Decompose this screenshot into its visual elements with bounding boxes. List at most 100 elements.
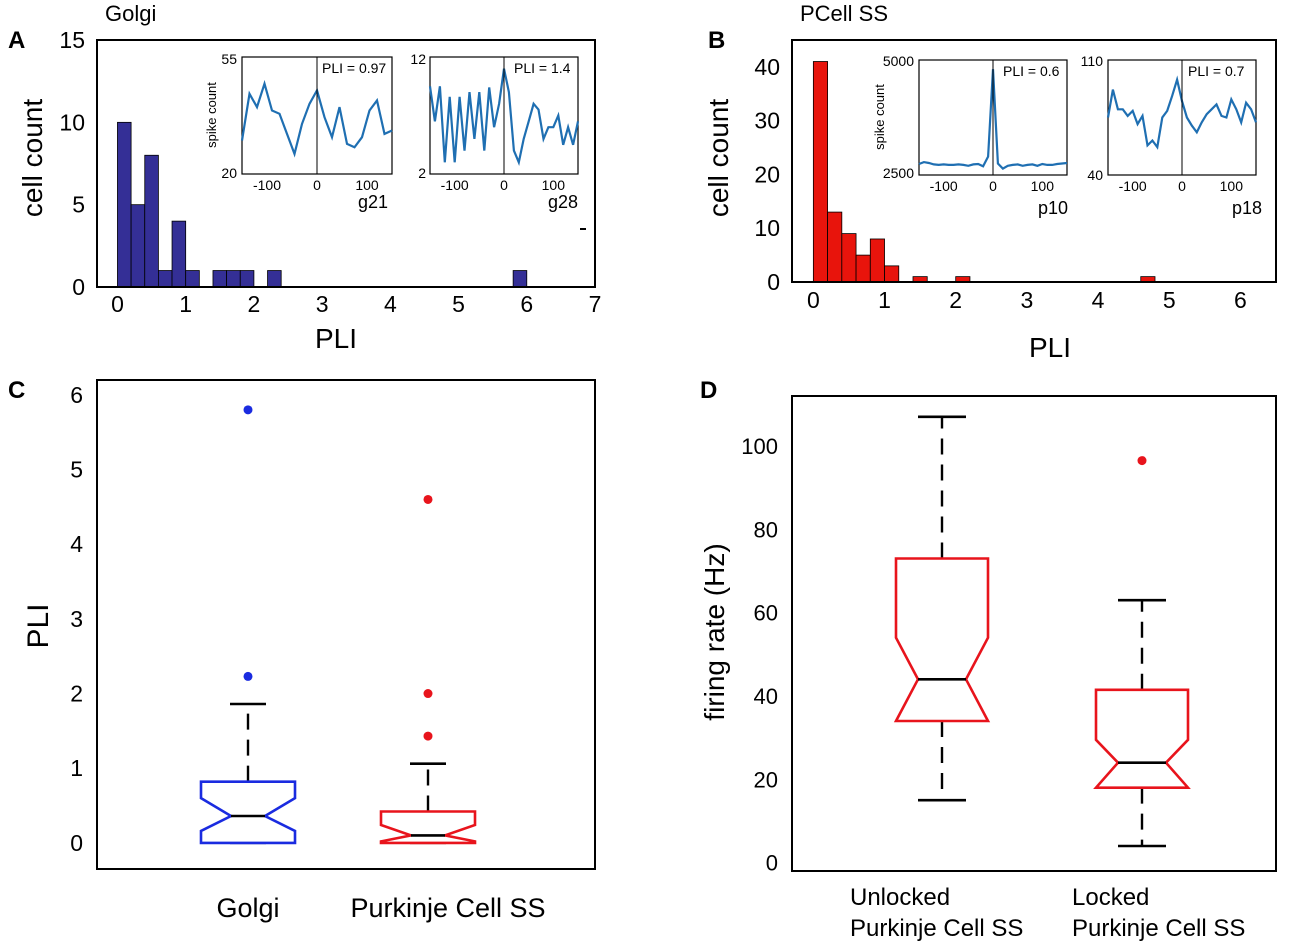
inset-g28-cell-label: g28 <box>548 192 578 212</box>
inset-p10-annotation: PLI = 0.6 <box>1003 63 1060 79</box>
bar-b-1 <box>827 211 843 283</box>
panel-b-xlabel: PLI <box>1029 332 1071 363</box>
bar-b-0 <box>812 61 828 283</box>
y-tick-label: 0 <box>766 851 778 876</box>
box-first <box>199 780 297 845</box>
panel-c-category-golgi: Golgi <box>216 893 279 923</box>
panel-d-boxplot: D firing rate (Hz) 0 20 40 60 80 100 Unlocked… <box>699 377 1277 942</box>
x-tick-label: 3 <box>1020 287 1033 313</box>
bar-a-7 <box>226 270 241 288</box>
inset-g28: PLI = 1.4 12 2 g28 -100 0 100 <box>410 51 580 212</box>
x-tick-label: 0 <box>111 291 124 317</box>
inset-g21-xticks: -100 0 100 <box>253 177 379 193</box>
x-tick-label: 1 <box>878 287 891 313</box>
inset-p10: PLI = 0.6 5000 2500 spike count p10 -100… <box>872 53 1068 218</box>
bar-a-2 <box>144 154 159 288</box>
panel-d-category-unlocked-line1: Unlocked <box>850 884 950 911</box>
panel-b-frame <box>791 39 1277 283</box>
panel-a-bars <box>117 121 528 288</box>
panel-c-label: C <box>8 377 25 404</box>
inset-x-tick-label: 0 <box>500 177 508 193</box>
panel-a-xlabel: PLI <box>315 323 357 354</box>
inset-g21-annotation: PLI = 0.97 <box>322 60 386 76</box>
outlier-point <box>423 731 433 741</box>
x-tick-label: 6 <box>520 291 533 317</box>
inset-g28-ymax: 12 <box>410 51 426 67</box>
bar-a-10 <box>512 270 528 288</box>
inset-g21-ylabel: spike count <box>204 82 219 148</box>
outlier-point <box>423 689 433 699</box>
outlier-point <box>1137 456 1147 466</box>
x-tick-label: 6 <box>1234 287 1247 313</box>
panel-b-ylabel: cell count <box>703 99 734 218</box>
inset-g21: PLI = 0.97 55 20 spike count g21 -100 0 10… <box>204 51 393 212</box>
y-tick-label: 60 <box>754 601 778 626</box>
x-tick-label: 5 <box>1163 287 1176 313</box>
inset-p18-ymax: 110 <box>1081 53 1104 69</box>
inset-p10-ylabel: spike count <box>872 84 887 150</box>
outlier-point <box>243 405 253 415</box>
y-tick-label: 6 <box>70 382 83 408</box>
panel-b-bars <box>812 61 1156 283</box>
bar-b-5 <box>884 265 900 283</box>
bar-b-2 <box>841 233 857 283</box>
panel-d-category-locked-line1: Locked <box>1072 884 1149 911</box>
bar-a-1 <box>130 204 146 288</box>
inset-x-tick-label: 100 <box>355 177 379 193</box>
inset-p18-cell-label: p18 <box>1232 198 1262 218</box>
bar-a-3 <box>157 270 173 288</box>
inset-x-tick-label: 100 <box>1220 178 1244 194</box>
panel-a-title: Golgi <box>105 1 156 26</box>
y-tick-label: 10 <box>754 215 780 241</box>
bar-a-5 <box>185 270 200 288</box>
y-tick-label: 15 <box>59 27 85 53</box>
bar-b-4 <box>869 238 885 283</box>
inset-g21-ymin: 20 <box>221 165 237 181</box>
y-tick-label: 0 <box>72 274 85 300</box>
inset-x-tick-label: 100 <box>1031 178 1055 194</box>
y-tick-label: 20 <box>754 767 778 792</box>
inset-x-tick-label: -100 <box>441 177 469 193</box>
inset-x-tick-label: -100 <box>253 177 281 193</box>
x-tick-label: 3 <box>316 291 329 317</box>
y-tick-label: 80 <box>754 517 778 542</box>
panel-d-category-locked-line2: Purkinje Cell SS <box>1072 915 1245 942</box>
inset-p10-ymax: 5000 <box>883 53 914 69</box>
inset-p10-ymin: 2500 <box>883 165 914 181</box>
y-tick-label: 1 <box>70 755 83 781</box>
inset-g21-ymax: 55 <box>221 51 237 67</box>
panel-d-ylabel: firing rate (Hz) <box>699 543 730 720</box>
bar-a-0 <box>117 121 132 288</box>
box-first <box>893 557 991 723</box>
inset-p18: PLI = 0.7 110 40 p18 -100 0 100 <box>1081 53 1262 218</box>
panel-d-boxes <box>893 415 1191 848</box>
x-tick-label: 5 <box>452 291 465 317</box>
y-tick-label: 10 <box>59 109 85 135</box>
y-tick-label: 2 <box>70 681 83 707</box>
inset-x-tick-label: -100 <box>930 178 958 194</box>
y-tick-label: 100 <box>741 434 778 459</box>
inset-x-tick-label: -100 <box>1119 178 1147 194</box>
inset-g28-annotation: PLI = 1.4 <box>514 60 571 76</box>
inset-x-tick-label: 0 <box>313 177 321 193</box>
panel-c-boxplot: C PLI 0 1 2 3 4 5 6 Golgi Purkinje Cell SS <box>8 377 596 923</box>
panel-b-label: B <box>708 27 725 54</box>
y-tick-label: 40 <box>754 54 780 80</box>
panel-d-label: D <box>700 377 717 404</box>
outlier-point <box>423 494 433 504</box>
inset-g21-cell-label: g21 <box>358 192 388 212</box>
panel-d-category-unlocked-line2: Purkinje Cell SS <box>850 915 1023 942</box>
x-tick-label: 2 <box>949 287 962 313</box>
x-tick-label: 1 <box>179 291 192 317</box>
inset-p10-xticks: -100 0 100 <box>930 178 1055 194</box>
panel-b-ticks: 0 1 2 3 4 5 6 0 10 20 30 40 <box>754 54 1246 313</box>
y-tick-label: 3 <box>70 606 83 632</box>
panel-c-category-purkinje: Purkinje Cell SS <box>350 893 545 923</box>
bar-a-4 <box>171 220 187 288</box>
panel-a-frame <box>96 39 596 288</box>
panel-a-ylabel: cell count <box>17 99 48 218</box>
y-tick-label: 30 <box>754 108 780 134</box>
